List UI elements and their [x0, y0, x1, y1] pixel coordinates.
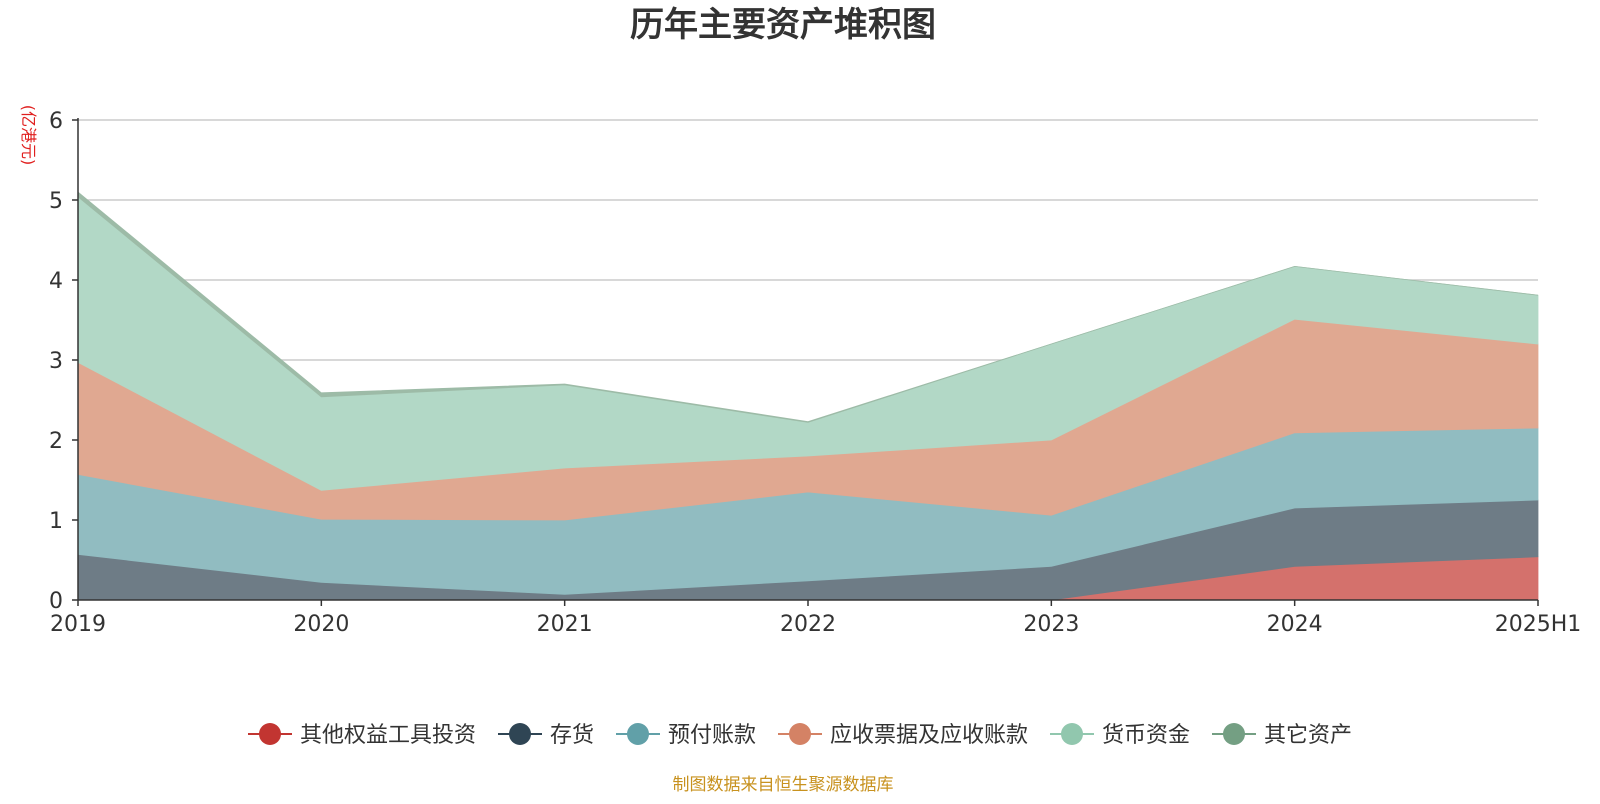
y-tick-label: 1 [49, 509, 63, 534]
legend-marker [509, 723, 531, 745]
y-tick-label: 6 [49, 109, 63, 134]
legend-marker [259, 723, 281, 745]
legend-item-1[interactable]: 存货 [498, 723, 594, 748]
x-tick-label: 2021 [537, 612, 593, 637]
x-tick-label: 2024 [1267, 612, 1323, 637]
legend-marker [1223, 723, 1245, 745]
x-tick-label: 2019 [50, 612, 106, 637]
legend-item-3[interactable]: 应收票据及应收账款 [778, 723, 1028, 748]
legend-marker [789, 723, 811, 745]
y-tick-label: 3 [49, 349, 63, 374]
y-tick-label: 4 [49, 269, 63, 294]
legend-label: 存货 [550, 723, 594, 748]
x-tick-label: 2023 [1023, 612, 1079, 637]
legend[interactable]: 其他权益工具投资 存货 预付账款 应收票据及应收账款 货币资金 其它资产 [248, 723, 1352, 748]
x-tick-label: 2022 [780, 612, 836, 637]
x-tick-label: 2025H1 [1495, 612, 1582, 637]
legend-item-4[interactable]: 货币资金 [1050, 723, 1190, 748]
y-tick-label: 5 [49, 189, 63, 214]
legend-item-2[interactable]: 预付账款 [616, 723, 756, 748]
data-source-note: 制图数据来自恒生聚源数据库 [673, 775, 894, 795]
axes: 0 1 2 3 4 5 6 2019 2020 2021 2022 2023 2024 2025H1 [49, 109, 1581, 637]
legend-label: 预付账款 [668, 723, 756, 748]
legend-label: 其它资产 [1264, 723, 1352, 748]
legend-marker [627, 723, 649, 745]
legend-label: 应收票据及应收账款 [830, 723, 1028, 748]
y-axis-label: (亿港元) [19, 105, 38, 166]
x-tick-label: 2020 [293, 612, 349, 637]
legend-item-0[interactable]: 其他权益工具投资 [248, 723, 476, 748]
area-series-5[interactable] [77, 191, 1539, 423]
area-series-layer [77, 191, 1539, 601]
legend-item-5[interactable]: 其它资产 [1212, 723, 1352, 748]
chart-title: 历年主要资产堆积图 [630, 5, 936, 45]
y-tick-label: 2 [49, 429, 63, 454]
y-tick-label: 0 [49, 589, 63, 614]
legend-marker [1061, 723, 1083, 745]
legend-label: 货币资金 [1102, 723, 1190, 748]
legend-label: 其他权益工具投资 [300, 723, 476, 748]
